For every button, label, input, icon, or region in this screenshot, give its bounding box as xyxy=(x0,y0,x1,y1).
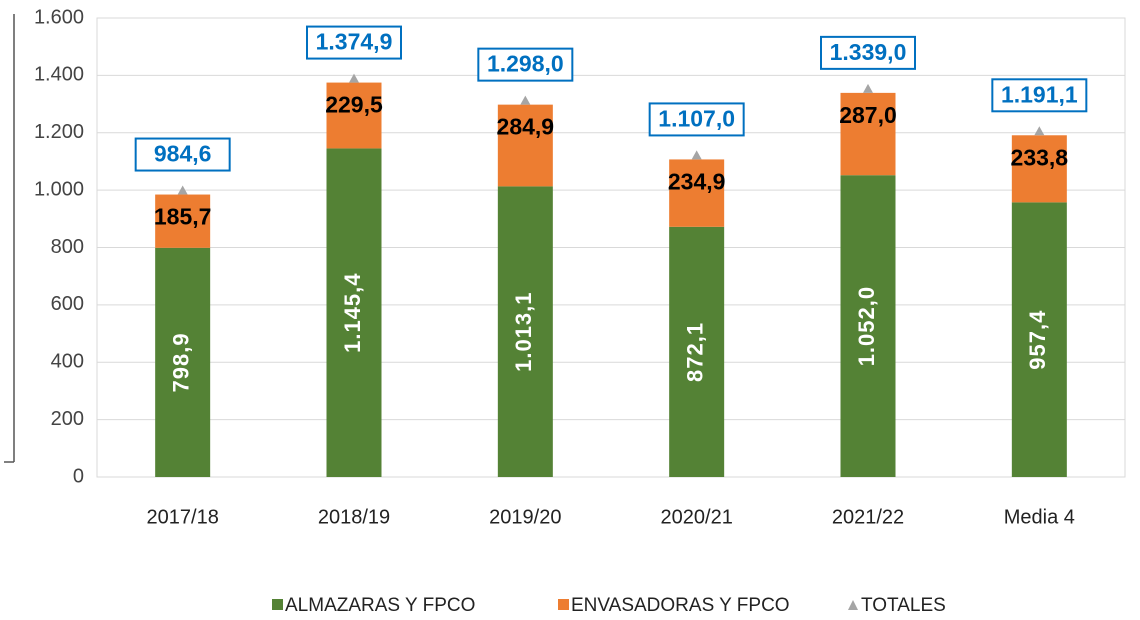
data-label: 957,4 xyxy=(1025,310,1050,370)
bar-segment xyxy=(840,92,896,176)
legend-label: TOTALES xyxy=(861,595,946,616)
y-tick-label: 600 xyxy=(51,293,84,315)
y-tick-label: 1.600 xyxy=(34,6,84,28)
data-label: 284,9 xyxy=(497,114,555,140)
y-tick-label: 0 xyxy=(73,465,84,487)
data-label: 233,8 xyxy=(1011,144,1069,170)
data-label: 798,9 xyxy=(168,332,193,392)
bar-segment xyxy=(326,82,382,149)
y-tick-label: 200 xyxy=(51,408,84,430)
bar-segment xyxy=(669,226,725,477)
bar-segment xyxy=(1011,135,1067,203)
bar-segment xyxy=(497,104,553,187)
data-label: 185,7 xyxy=(154,204,212,230)
x-tick-label: 2020/21 xyxy=(661,506,733,528)
bar-segment xyxy=(497,186,553,477)
data-label: 234,9 xyxy=(668,169,726,195)
total-label-box xyxy=(991,78,1088,113)
bar-segment xyxy=(840,175,896,477)
total-label-box xyxy=(306,25,402,60)
total-label-box xyxy=(820,35,916,70)
legend-swatch xyxy=(848,600,858,610)
total-label: 1.298,0 xyxy=(487,51,564,77)
legend-swatch xyxy=(558,599,569,610)
total-label: 1.339,0 xyxy=(830,39,907,65)
y-tick-label: 1.000 xyxy=(34,178,84,200)
data-label: 1.052,0 xyxy=(854,286,879,366)
total-label-box xyxy=(477,47,574,82)
x-tick-label: 2017/18 xyxy=(147,506,219,528)
total-label-box xyxy=(134,137,231,172)
y-tick-label: 400 xyxy=(51,351,84,373)
x-tick-label: 2019/20 xyxy=(489,506,561,528)
data-label: 1.145,4 xyxy=(340,273,365,353)
data-label: 872,1 xyxy=(682,322,707,382)
total-label: 984,6 xyxy=(154,141,212,167)
bar-segment xyxy=(155,194,211,248)
legend-label: ENVASADORAS Y FPCO xyxy=(571,595,790,616)
x-tick-label: Media 4 xyxy=(1004,506,1075,528)
bar-segment xyxy=(155,247,211,477)
x-tick-label: 2021/22 xyxy=(832,506,904,528)
data-label: 287,0 xyxy=(839,102,897,128)
total-marker xyxy=(177,185,188,195)
total-marker xyxy=(691,150,702,160)
total-marker xyxy=(863,83,873,93)
data-label: 229,5 xyxy=(325,92,383,118)
total-label: 1.191,1 xyxy=(1001,81,1078,107)
bar-segment xyxy=(1011,202,1067,477)
total-label-box xyxy=(648,102,745,137)
y-tick-label: 1.200 xyxy=(34,121,84,143)
total-marker xyxy=(520,95,531,105)
y-tick-label: 1.400 xyxy=(34,64,84,86)
total-marker xyxy=(349,73,359,83)
total-label: 1.374,9 xyxy=(316,29,393,55)
y-tick-label: 800 xyxy=(51,236,84,258)
total-label: 1.107,0 xyxy=(658,106,735,132)
total-marker xyxy=(1034,126,1045,136)
legend-label: ALMAZARAS Y FPCO xyxy=(285,595,475,616)
bar-segment xyxy=(326,148,382,477)
legend-swatch xyxy=(272,599,283,610)
data-label: 1.013,1 xyxy=(511,291,536,371)
bar-segment xyxy=(669,159,725,227)
x-tick-label: 2018/19 xyxy=(318,506,390,528)
